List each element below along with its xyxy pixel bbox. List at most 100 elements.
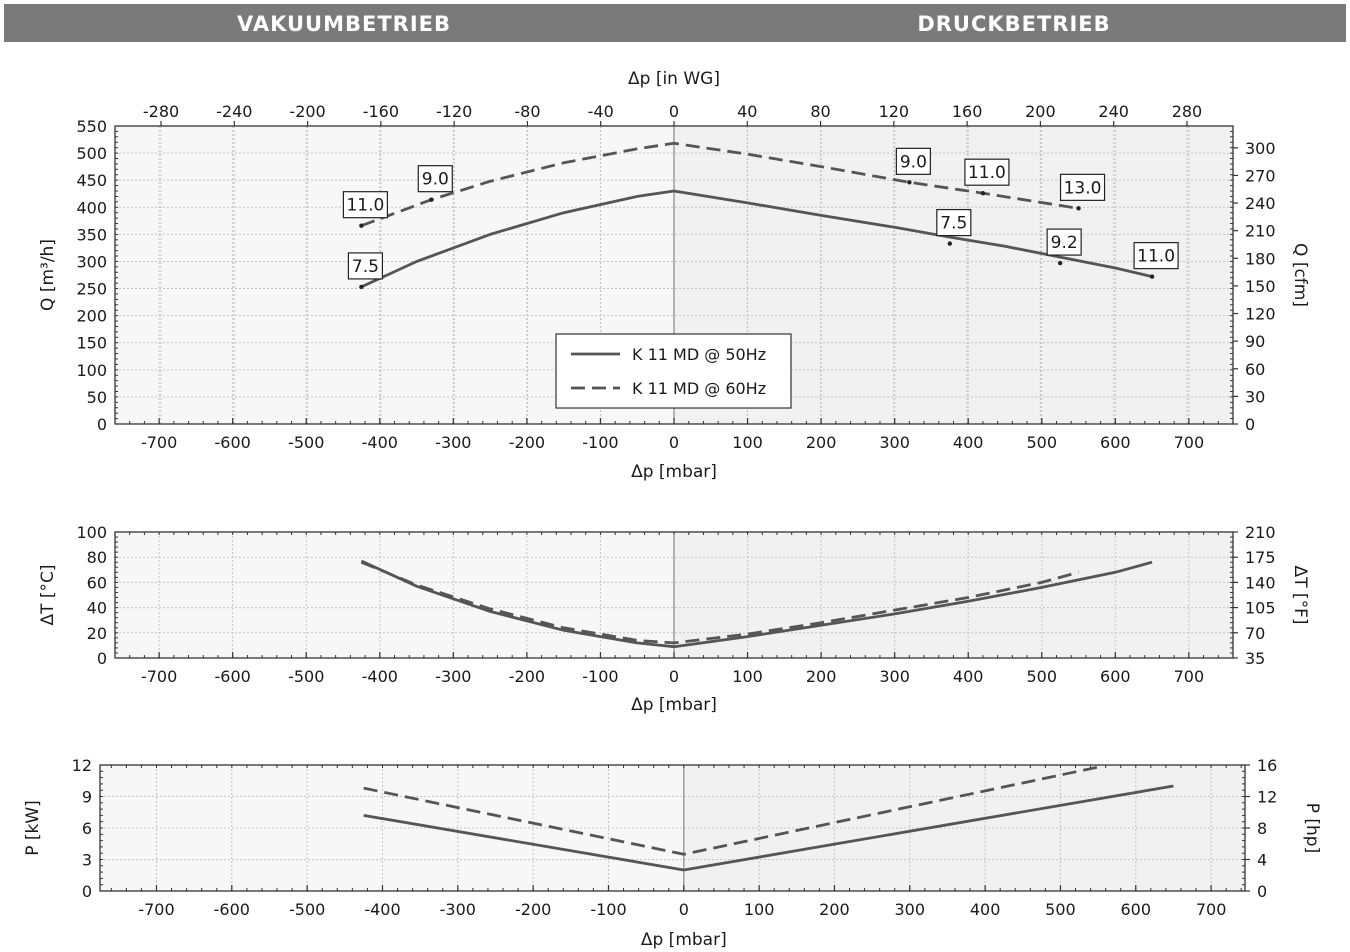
annotation-label: 11.0 bbox=[1137, 247, 1175, 267]
x-tick-label: -400 bbox=[362, 433, 398, 452]
x2-tick-label: 280 bbox=[1172, 102, 1203, 121]
x-tick-label: 300 bbox=[879, 667, 910, 686]
annotation-label: 9.0 bbox=[900, 152, 927, 172]
y2-tick-label: 140 bbox=[1245, 573, 1276, 592]
y-tick-label: 80 bbox=[87, 548, 107, 567]
minor-ticks bbox=[114, 531, 1234, 659]
y-tick-label: 250 bbox=[76, 280, 107, 299]
annotation-label: 11.0 bbox=[968, 163, 1006, 183]
x-tick-label: 0 bbox=[669, 433, 679, 452]
x-tick-label: 100 bbox=[732, 433, 763, 452]
y-tick-label: 20 bbox=[87, 624, 107, 643]
flow-chart: -700 -600 -500 -400 -300 -200 -100 0 100 200 300 40… bbox=[38, 69, 1310, 482]
x2-tick-label: -280 bbox=[143, 102, 179, 121]
y2-tick-label: 105 bbox=[1245, 599, 1276, 618]
y-tick-label: 9 bbox=[82, 788, 92, 807]
x2-tick-label: 40 bbox=[737, 102, 757, 121]
power-series-60hz-line bbox=[363, 765, 1099, 856]
y-axis-label: P [kW] bbox=[23, 800, 43, 856]
y2-tick-label: 70 bbox=[1245, 624, 1265, 643]
annotation-point bbox=[1076, 206, 1081, 211]
x-tick-label: 600 bbox=[1120, 900, 1151, 919]
pressure-region bbox=[674, 532, 1233, 658]
y2-axis-label: Q [cfm] bbox=[1290, 243, 1310, 307]
x-tick-label: -100 bbox=[582, 667, 618, 686]
annotation-point bbox=[947, 241, 953, 246]
legend: K 11 MD @ 50Hz K 11 MD @ 60Hz bbox=[555, 333, 792, 409]
x-axis-label: Δp [mbar] bbox=[631, 695, 717, 715]
y-tick-label: 100 bbox=[76, 361, 107, 380]
y-tick-label: 500 bbox=[76, 144, 107, 163]
flow-series-60hz-line bbox=[360, 141, 1079, 228]
x-tick-label: 500 bbox=[1045, 900, 1076, 919]
y2-tick-label: 8 bbox=[1257, 819, 1267, 838]
mode-header-bar: VAKUUMBETRIEB DRUCKBETRIEB bbox=[4, 4, 1346, 42]
x-tick-label: -400 bbox=[364, 900, 400, 919]
y-tick-label: 60 bbox=[87, 573, 107, 592]
annotation-label: 9.2 bbox=[1051, 233, 1078, 253]
x-tick-label: 500 bbox=[1026, 433, 1057, 452]
x-tick-label: 0 bbox=[669, 667, 679, 686]
x-tick-label: -300 bbox=[435, 667, 471, 686]
vacuum-region bbox=[115, 532, 674, 658]
y2-tick-label: 0 bbox=[1257, 882, 1267, 901]
x-tick-label: 400 bbox=[953, 433, 984, 452]
x-tick-label: 300 bbox=[879, 433, 910, 452]
y2-tick-label: 180 bbox=[1245, 249, 1276, 268]
y2-tick-label: 150 bbox=[1245, 277, 1276, 296]
x2-tick-label: -200 bbox=[289, 102, 325, 121]
x-tick-label: -500 bbox=[288, 433, 324, 452]
x-tick-label: -700 bbox=[138, 900, 174, 919]
y-tick-label: 100 bbox=[76, 523, 107, 542]
vacuum-mode-title: VAKUUMBETRIEB bbox=[237, 12, 451, 36]
y2-tick-label: 0 bbox=[1245, 415, 1255, 434]
y-axis-label: ΔT [°C] bbox=[38, 564, 58, 625]
x-tick-label: -200 bbox=[515, 900, 551, 919]
y2-tick-label: 4 bbox=[1257, 851, 1267, 870]
x-tick-label: -600 bbox=[215, 667, 251, 686]
x-tick-label: -700 bbox=[141, 433, 177, 452]
temperature-series-60hz-line bbox=[360, 560, 1079, 645]
x-axis-label: Δp [mbar] bbox=[641, 930, 727, 950]
x2-tick-label: 0 bbox=[669, 102, 679, 121]
y-tick-label: 12 bbox=[72, 756, 92, 775]
y2-axis-label: P [hp] bbox=[1302, 803, 1322, 854]
x-tick-label: -200 bbox=[509, 667, 545, 686]
x2-axis-label: Δp [in WG] bbox=[628, 69, 720, 89]
y2-tick-label: 30 bbox=[1245, 387, 1265, 406]
y2-tick-label: 210 bbox=[1245, 222, 1276, 241]
y-tick-label: 50 bbox=[87, 388, 107, 407]
x-tick-label: 700 bbox=[1174, 667, 1205, 686]
x-axis-label: Δp [mbar] bbox=[631, 462, 717, 482]
power-chart: -700 -600 -500 -400 -300 -200 -100 0 100 200 300 40… bbox=[23, 756, 1322, 950]
annotation-box bbox=[417, 165, 453, 193]
x-tick-label: 100 bbox=[732, 667, 763, 686]
x-tick-label: 600 bbox=[1100, 433, 1131, 452]
y2-tick-label: 90 bbox=[1245, 332, 1265, 351]
y-tick-label: 6 bbox=[82, 819, 92, 838]
y2-tick-label: 175 bbox=[1245, 548, 1276, 567]
x2-tick-label: 200 bbox=[1025, 102, 1056, 121]
y-tick-label: 400 bbox=[76, 198, 107, 217]
y-tick-label: 550 bbox=[76, 117, 107, 136]
x-tick-label: 100 bbox=[744, 900, 775, 919]
x-tick-label: 200 bbox=[806, 667, 837, 686]
annotation-box bbox=[895, 147, 931, 175]
y2-tick-label: 35 bbox=[1245, 649, 1265, 668]
y-tick-label: 150 bbox=[76, 334, 107, 353]
annotation-box bbox=[1046, 228, 1082, 256]
temperature-series-50hz-line bbox=[360, 559, 1153, 649]
annotation-point bbox=[1057, 260, 1063, 266]
pressure-mode-title: DRUCKBETRIEB bbox=[917, 12, 1111, 36]
y-tick-label: 450 bbox=[76, 171, 107, 190]
y2-tick-label: 12 bbox=[1257, 788, 1277, 807]
x2-tick-label: -160 bbox=[363, 102, 399, 121]
y2-axis-label: ΔT [°F] bbox=[1290, 566, 1310, 625]
x-tick-label: -500 bbox=[288, 667, 324, 686]
annotation-point bbox=[1149, 274, 1155, 279]
y-tick-label: 350 bbox=[76, 225, 107, 244]
minor-ticks bbox=[100, 764, 1245, 892]
annotation-box bbox=[936, 208, 972, 237]
